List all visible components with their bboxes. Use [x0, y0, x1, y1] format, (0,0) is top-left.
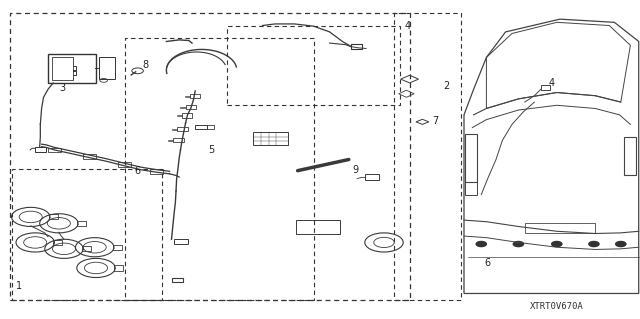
- Bar: [12, 169, 162, 300]
- Bar: [118, 162, 131, 167]
- Bar: [296, 220, 340, 234]
- Bar: [207, 125, 214, 129]
- Bar: [99, 57, 115, 79]
- Text: 4: 4: [404, 20, 411, 31]
- Text: 8: 8: [143, 60, 149, 70]
- Bar: [624, 137, 636, 175]
- Bar: [49, 214, 58, 219]
- Bar: [525, 223, 595, 233]
- Circle shape: [513, 241, 524, 247]
- Bar: [77, 221, 86, 226]
- Text: 2: 2: [444, 81, 450, 91]
- Bar: [182, 114, 192, 117]
- Bar: [190, 94, 200, 98]
- Bar: [10, 13, 410, 300]
- Text: 9: 9: [352, 165, 358, 175]
- Bar: [35, 147, 46, 152]
- Text: XTRT0V670A: XTRT0V670A: [530, 302, 584, 311]
- Bar: [53, 240, 62, 245]
- Bar: [541, 85, 550, 90]
- Bar: [465, 182, 477, 195]
- Bar: [125, 38, 314, 300]
- Text: 7: 7: [432, 116, 438, 126]
- Circle shape: [552, 241, 562, 247]
- Circle shape: [616, 241, 626, 247]
- Bar: [195, 125, 207, 129]
- Bar: [82, 246, 91, 251]
- Circle shape: [589, 241, 599, 247]
- Bar: [48, 54, 96, 83]
- Text: 3: 3: [59, 83, 65, 93]
- Text: 1: 1: [16, 280, 22, 291]
- Bar: [113, 245, 122, 250]
- Bar: [114, 265, 123, 271]
- Bar: [351, 44, 362, 49]
- Bar: [174, 239, 188, 244]
- Bar: [177, 127, 188, 131]
- Bar: [394, 13, 461, 300]
- Bar: [173, 138, 184, 142]
- Bar: [365, 174, 379, 180]
- Circle shape: [476, 241, 486, 247]
- Bar: [227, 26, 400, 105]
- Text: 4: 4: [548, 78, 555, 88]
- Bar: [186, 105, 196, 109]
- Bar: [253, 132, 288, 145]
- Bar: [465, 134, 477, 182]
- Bar: [83, 154, 96, 159]
- Text: 6: 6: [134, 166, 141, 176]
- Bar: [150, 169, 163, 174]
- Bar: [48, 148, 61, 152]
- Text: 6: 6: [484, 258, 491, 268]
- Bar: [172, 278, 183, 282]
- Text: 5: 5: [208, 145, 214, 155]
- Bar: [52, 57, 73, 80]
